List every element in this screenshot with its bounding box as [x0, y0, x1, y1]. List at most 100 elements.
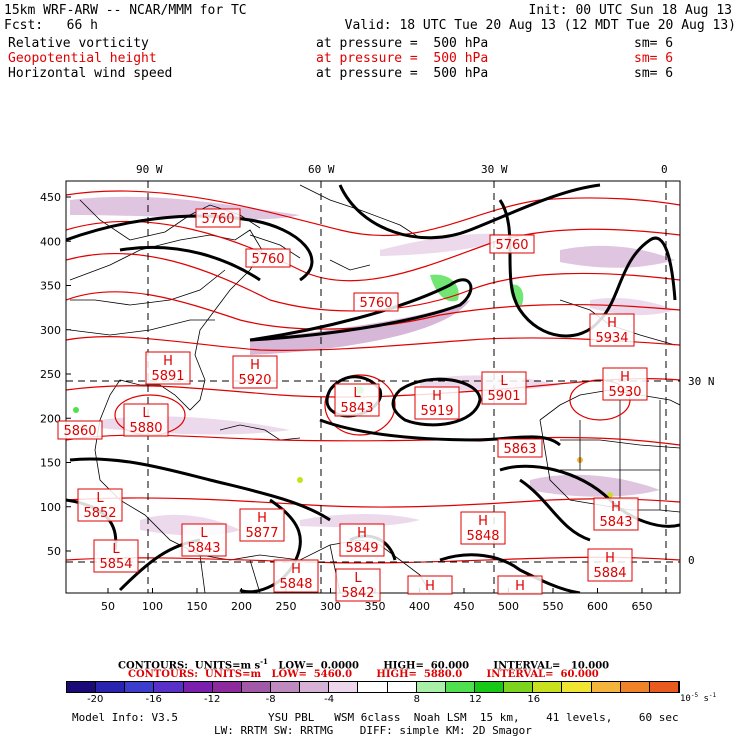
y-tick-label: 100: [40, 501, 61, 514]
y-tick-label: 350: [40, 280, 61, 293]
colorbar-swatch: [474, 682, 505, 692]
height-label-type: H: [163, 354, 173, 369]
height-label-value: 5849: [345, 541, 378, 556]
colorbar-unit: 10-5 s-1: [680, 692, 717, 704]
field-level-geopotential: at pressure = 500 hPa: [316, 51, 489, 66]
y-tick-label: 150: [40, 457, 61, 470]
x-tick-label: 50: [101, 600, 115, 613]
height-label-type: H: [605, 551, 615, 566]
height-label-box: 5760: [353, 292, 399, 312]
colorbar-labels: -20 -16 -12 -8 -4 8 12 16: [0, 694, 740, 706]
height-label-value: 5884: [593, 566, 626, 581]
x-tick-label: 500: [498, 600, 519, 613]
colorbar-label: 16: [527, 694, 541, 705]
lon-label-30w: 30 W: [481, 163, 508, 176]
field-level-vorticity: at pressure = 500 hPa: [316, 36, 489, 51]
field-name-geopotential: Geopotential height: [8, 51, 157, 66]
height-label-value: 5877: [245, 526, 278, 541]
height-label-box: H: [497, 575, 543, 595]
init-time: Init: 00 UTC Sun 18 Aug 13: [528, 3, 733, 18]
height-label-value: 5848: [466, 529, 499, 544]
colorbar-label: -12: [204, 694, 221, 705]
height-label-value: 5891: [151, 369, 184, 384]
height-label-box: 5760: [489, 234, 535, 254]
x-tick-label: 600: [587, 600, 608, 613]
height-label-type: L: [200, 526, 208, 541]
height-label-type: L: [354, 571, 362, 586]
height-contour-info: CONTOURS: UNITS=m LOW= 5460.0 HIGH= 5880…: [128, 669, 599, 680]
forecast-hour: Fcst: 66 h: [4, 18, 98, 33]
height-label-value: 5863: [503, 442, 536, 457]
height-label-box: 5760: [245, 248, 291, 268]
height-label-type: L: [353, 386, 361, 401]
height-label-value: 5760: [359, 296, 392, 311]
colorbar-swatch: [620, 682, 650, 692]
y-tick-label: 450: [40, 191, 61, 204]
x-tick-label: 100: [142, 600, 163, 613]
colorbar-label: 12: [468, 694, 482, 705]
field-name-wind: Horizontal wind speed: [8, 66, 173, 81]
x-tick-label: 650: [632, 600, 653, 613]
height-label-type: H: [250, 358, 260, 373]
radiation-info: LW: RRTM SW: RRTMG DIFF: simple KM: 2D S…: [214, 724, 532, 737]
colorbar-swatch: [67, 682, 97, 692]
height-label-value: 5843: [599, 515, 632, 530]
height-label-type: L: [500, 374, 508, 389]
height-label-value: 5843: [340, 401, 373, 416]
height-label-type: H: [607, 316, 617, 331]
valid-time: Valid: 18 UTC Tue 20 Aug 13 (12 MDT Tue …: [344, 18, 736, 33]
height-label-value: 5760: [495, 238, 528, 253]
lat-label-0: 0: [688, 554, 695, 567]
colorbar-swatch: [329, 682, 359, 692]
height-label-value: 5760: [201, 212, 234, 227]
y-tick-label: 50: [47, 545, 61, 558]
height-label-value: 5854: [99, 557, 132, 572]
height-label-value: 5934: [595, 331, 628, 346]
height-label-type: H: [357, 526, 367, 541]
colorbar-label: -8: [265, 694, 276, 705]
x-axis: 50 100 150 200 250 300 350 400 450 500 550 600 650: [101, 588, 653, 613]
physics-info: YSU PBL WSM 6class Noah LSM 15 km, 41 le…: [268, 711, 679, 724]
height-label-type: L: [96, 491, 104, 506]
colorbar-swatch: [125, 682, 155, 692]
colorbar-label: -16: [145, 694, 162, 705]
x-tick-label: 250: [276, 600, 297, 613]
colorbar-swatch: [533, 682, 563, 692]
height-label-type: L: [112, 542, 120, 557]
colorbar-swatch: [300, 682, 330, 692]
colorbar-swatch: [416, 682, 446, 692]
colorbar-swatch: [212, 682, 242, 692]
height-label-box: 5860: [57, 420, 103, 440]
vorticity-colorbar: [66, 681, 680, 693]
field-sm-wind: sm= 6: [634, 66, 674, 81]
y-tick-label: 300: [40, 324, 61, 337]
colorbar-label: -20: [87, 694, 104, 705]
height-label-type: H: [257, 511, 267, 526]
height-label-type: H: [515, 579, 525, 594]
model-title: 15km WRF-ARW -- NCAR/MMM for TC: [4, 3, 247, 18]
height-label-box: 5760: [195, 208, 241, 228]
colorbar-label: -4: [324, 694, 335, 705]
lon-label-60w: 60 W: [308, 163, 335, 176]
y-axis: 50 100 150 200 250 300 350 400 450: [40, 191, 71, 558]
field-sm-vorticity: sm= 6: [634, 36, 674, 51]
wind-contour-info: CONTOURS: UNITS=m s-1 LOW= 0.0000 HIGH= …: [118, 657, 610, 672]
height-label-type: H: [432, 389, 442, 404]
colorbar-swatch: [241, 682, 271, 692]
height-label-value: 5843: [187, 541, 220, 556]
